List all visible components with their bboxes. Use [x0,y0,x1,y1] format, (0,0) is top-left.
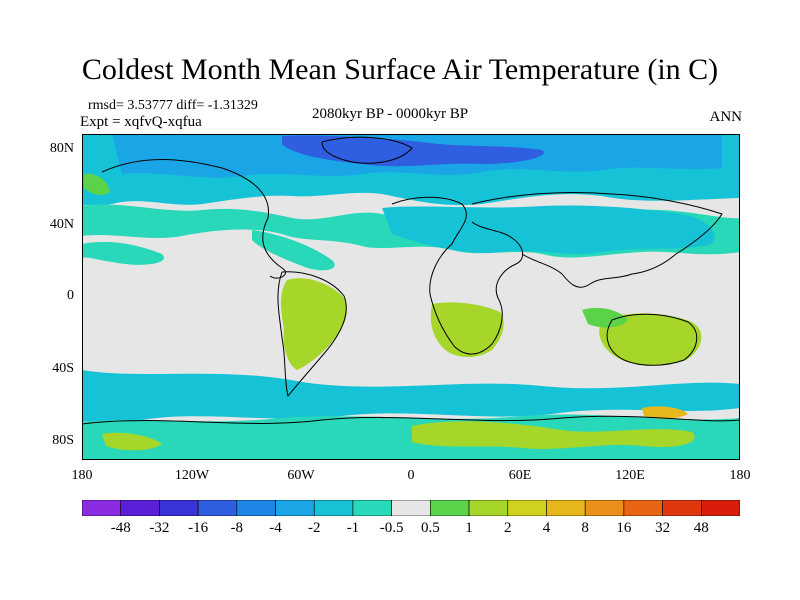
colorbar [82,500,740,516]
colorbar-cell-12 [546,500,586,516]
colorbar-label-11: 4 [542,520,551,536]
experiment-label: Expt = xqfvQ-xqfua [80,114,202,130]
colorbar-cell-9 [430,500,470,516]
season-label: ANN [709,109,743,125]
lon-label-180e: 180 [729,468,751,483]
australia-warming [599,313,702,366]
colorbar-cell-7 [352,500,392,516]
period-label: 2080kyr BP - 0000kyr BP [312,106,469,122]
colorbar-cell-10 [468,500,509,516]
colorbar-label-2: -16 [188,520,209,536]
indian-ocean-warming [582,307,628,328]
antarctic-warming [412,421,695,449]
lat-label-40s: 40S [52,361,74,376]
colorbar-cell-3 [197,500,238,516]
colorbar-label-13: 16 [616,520,632,536]
ross-sea-warming [102,432,162,451]
colorbar-label-15: 48 [693,520,709,536]
lon-label-60e: 60E [508,468,532,483]
colorbar-cell-4 [236,500,276,516]
colorbar-cell-13 [584,500,625,516]
atlantic-cooling [252,230,335,271]
colorbar-label-4: -4 [269,520,282,536]
colorbar-label-3: -8 [230,520,244,536]
colorbar-label-1: -32 [149,520,170,536]
north-pacific-warming [84,173,110,195]
tropical-pacific-cooling [82,241,164,265]
colorbar-label-9: 1 [465,520,473,536]
colorbar-label-0: -48 [110,520,131,536]
statistics-text: rmsd= 3.53777 diff= -1.31329 [88,98,258,113]
colorbar-label-14: 32 [655,520,671,536]
southern-ocean-cooling [82,370,740,422]
lat-label-40n: 40N [49,217,74,232]
colorbar-cell-5 [275,500,315,516]
colorbar-label-5: -2 [307,520,321,536]
africa-warming [430,302,504,358]
lon-label-120e: 120E [615,468,645,483]
lon-label-60w: 60W [287,468,315,483]
colorbar-cell-0 [82,500,122,516]
antarctic-strong-warming [642,406,688,419]
colorbar-cell-14 [623,500,663,516]
colorbar-cell-2 [159,500,199,516]
colorbar-cell-1 [120,500,160,516]
colorbar-cell-15 [662,500,702,516]
colorbar-cell-8 [391,500,431,516]
lon-label-180w: 180 [71,468,93,483]
lon-label-0: 0 [407,468,415,483]
colorbar-cell-6 [313,500,354,516]
lon-label-120w: 120W [174,468,210,483]
colorbar-label-10: 2 [504,520,512,536]
map-title: Coldest Month Mean Surface Air Temperatu… [81,53,719,86]
lat-label-0: 0 [67,288,74,303]
antarctic-mixed [82,414,740,460]
colorbar-cell-11 [507,500,547,516]
greenland-strong-cooling [282,135,544,167]
coastlines [82,136,740,425]
lat-label-80n: 80N [49,141,74,156]
temperature-difference-map [82,134,740,460]
asia-cooling-region [382,205,715,254]
colorbar-cell-16 [700,500,740,516]
colorbar-label-12: 8 [581,520,589,536]
south-america-warming [280,278,347,370]
lat-label-80s: 80S [52,433,74,448]
colorbar-label-7: -0.5 [379,520,404,536]
colorbar-label-6: -1 [346,520,360,536]
colorbar-label-8: 0.5 [420,520,440,536]
